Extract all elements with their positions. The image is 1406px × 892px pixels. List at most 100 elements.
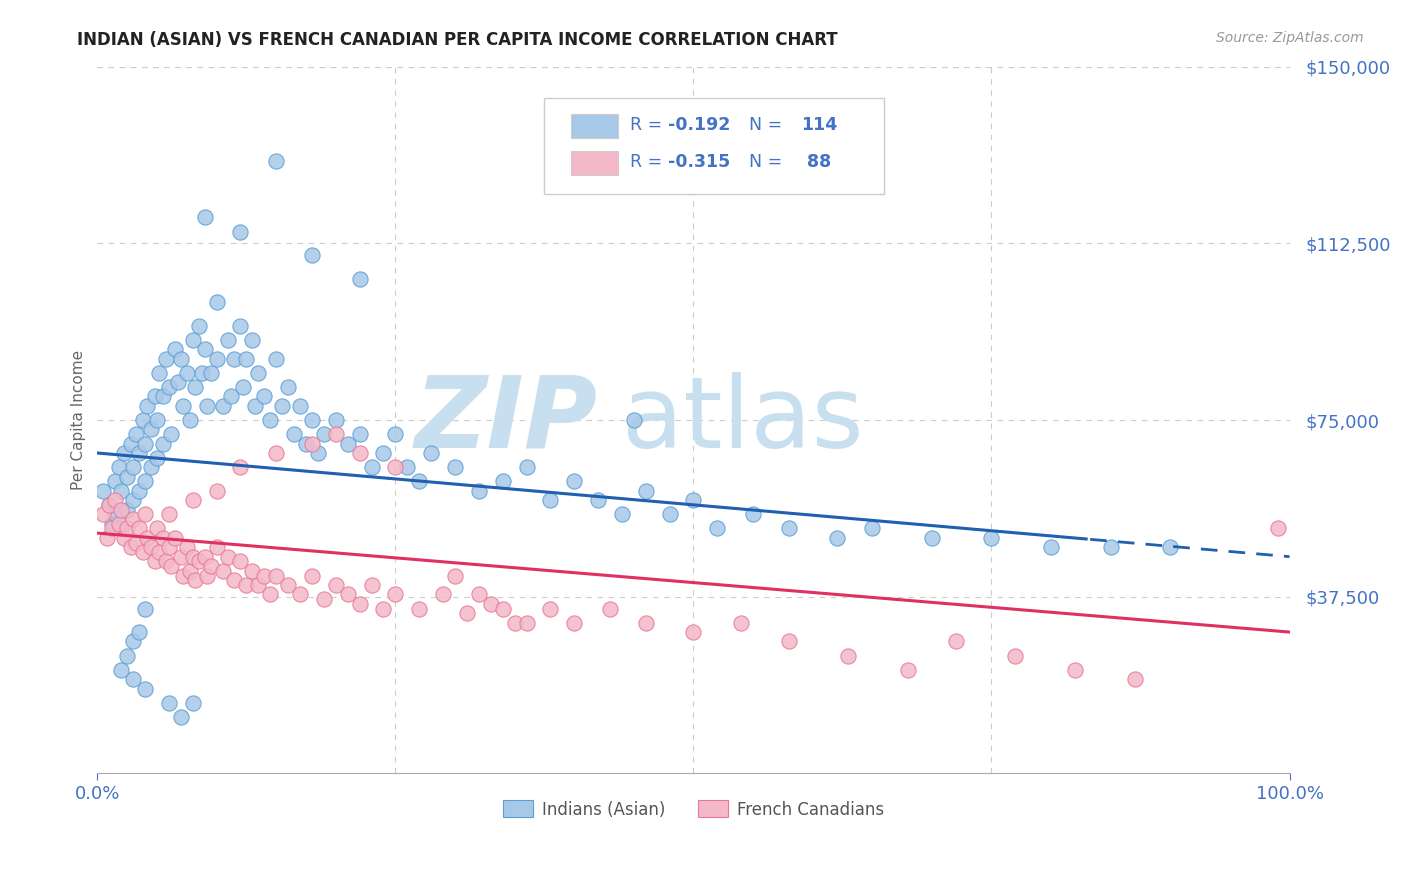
Point: [247, 578, 270, 592]
Point: [122, 460, 145, 475]
Point: [301, 436, 323, 450]
Text: -0.315: -0.315: [668, 153, 731, 171]
Point: [264, 153, 287, 168]
Point: [181, 696, 204, 710]
Point: [288, 587, 311, 601]
Point: [179, 413, 201, 427]
Point: [139, 460, 162, 475]
Point: [110, 483, 132, 498]
Point: [139, 541, 162, 555]
Point: [194, 549, 217, 564]
Point: [172, 399, 194, 413]
Point: [634, 615, 657, 630]
Point: [538, 493, 561, 508]
Point: [730, 615, 752, 630]
Point: [157, 696, 180, 710]
Point: [218, 333, 240, 347]
Point: [1004, 648, 1026, 663]
Point: [945, 634, 967, 648]
Point: [170, 710, 193, 724]
Point: [167, 376, 190, 390]
Point: [176, 541, 198, 555]
Point: [115, 502, 138, 516]
Point: [492, 601, 515, 615]
Point: [104, 475, 127, 489]
Point: [373, 446, 395, 460]
Point: [128, 625, 150, 640]
Point: [143, 389, 166, 403]
Point: [115, 521, 138, 535]
Point: [232, 380, 254, 394]
Point: [825, 531, 848, 545]
Point: [349, 446, 371, 460]
Point: [599, 601, 621, 615]
Point: [157, 541, 180, 555]
Point: [134, 436, 156, 450]
Text: N =: N =: [738, 116, 787, 135]
Point: [408, 601, 430, 615]
Point: [122, 493, 145, 508]
Point: [181, 333, 204, 347]
Point: [336, 436, 359, 450]
Point: [325, 413, 347, 427]
Point: [562, 615, 585, 630]
Point: [128, 446, 150, 460]
Point: [623, 413, 645, 427]
Point: [195, 399, 218, 413]
Point: [235, 351, 257, 366]
Point: [349, 271, 371, 285]
Point: [163, 343, 186, 357]
Point: [170, 549, 193, 564]
Point: [108, 460, 131, 475]
Point: [211, 399, 233, 413]
Point: [179, 564, 201, 578]
Point: [120, 436, 142, 450]
Point: [837, 648, 859, 663]
Y-axis label: Per Capita Income: Per Capita Income: [72, 350, 86, 490]
Point: [706, 521, 728, 535]
Point: [205, 541, 228, 555]
Point: [515, 460, 537, 475]
Point: [91, 483, 114, 498]
Text: 114: 114: [801, 116, 837, 135]
Point: [1267, 521, 1289, 535]
Point: [163, 531, 186, 545]
Point: [396, 460, 419, 475]
Point: [224, 573, 246, 587]
Point: [1159, 541, 1181, 555]
Point: [122, 672, 145, 686]
Point: [468, 587, 491, 601]
Point: [200, 366, 222, 380]
Point: [205, 483, 228, 498]
Point: [301, 413, 323, 427]
Point: [360, 460, 382, 475]
Point: [184, 573, 207, 587]
Point: [155, 554, 177, 568]
Point: [229, 554, 252, 568]
Point: [187, 554, 209, 568]
Point: [200, 559, 222, 574]
Point: [432, 587, 454, 601]
Point: [271, 399, 294, 413]
Point: [1040, 541, 1063, 555]
Point: [152, 389, 174, 403]
Point: [515, 615, 537, 630]
Point: [492, 475, 515, 489]
Point: [152, 436, 174, 450]
Point: [157, 508, 180, 522]
Point: [112, 531, 135, 545]
Point: [96, 531, 118, 545]
Text: INDIAN (ASIAN) VS FRENCH CANADIAN PER CAPITA INCOME CORRELATION CHART: INDIAN (ASIAN) VS FRENCH CANADIAN PER CA…: [77, 31, 838, 49]
Point: [187, 318, 209, 333]
Point: [143, 554, 166, 568]
Point: [181, 549, 204, 564]
Point: [778, 521, 800, 535]
Point: [176, 366, 198, 380]
Point: [456, 606, 478, 620]
Point: [152, 531, 174, 545]
Point: [91, 508, 114, 522]
Point: [503, 615, 526, 630]
Point: [134, 508, 156, 522]
Point: [312, 592, 335, 607]
Point: [110, 521, 132, 535]
